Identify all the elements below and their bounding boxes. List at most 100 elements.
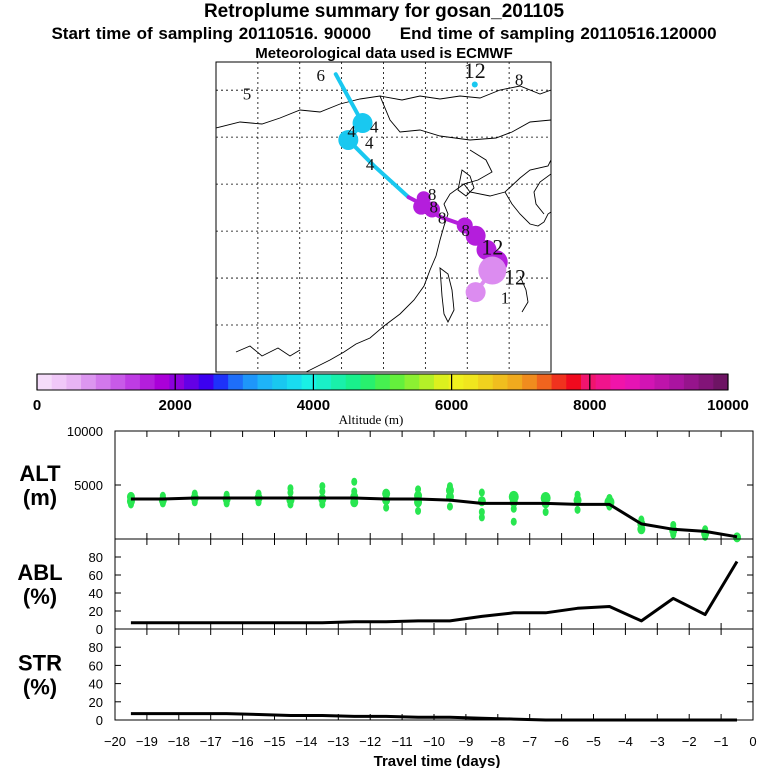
altitude-colorbar: 0 2000 4000 6000 8000 10000	[33, 373, 749, 414]
x-tick-label: −5	[586, 734, 601, 749]
altitude-dot	[478, 488, 485, 497]
colorbar-swatch	[610, 374, 626, 390]
series-line-alt	[130, 496, 738, 539]
x-tick-label: −19	[136, 734, 158, 749]
series-line-abl	[130, 560, 739, 625]
panel-label: STR	[18, 651, 62, 676]
x-tick-label: −2	[682, 734, 697, 749]
y-tick-label: 80	[89, 550, 103, 565]
altitude-dot	[191, 489, 198, 498]
altitude-dot	[127, 500, 134, 509]
x-tick-label: −14	[295, 734, 317, 749]
plume-time-label: 4	[370, 117, 379, 136]
plume-time-label: 8	[461, 221, 470, 240]
x-tick-label: −6	[554, 734, 569, 749]
plume-segment	[371, 163, 411, 200]
y-tick-label: 20	[89, 604, 103, 619]
x-tick-label: −1	[714, 734, 729, 749]
time-series-panels: 100005000ALT(m)020406080ABL(%)020406080S…	[17, 424, 756, 749]
altitude-dot	[223, 499, 230, 508]
plume-time-label: 8	[430, 197, 439, 216]
altitude-dot	[415, 485, 422, 494]
plume-time-label: 5	[243, 85, 252, 104]
panel-str: 0 20 40 60 80 STR(%)	[18, 628, 754, 728]
series-line-str	[130, 712, 737, 722]
panel-frame	[114, 538, 754, 630]
y-tick-label: 0	[96, 713, 103, 728]
colorbar-swatch	[95, 374, 111, 390]
colorbar-swatch	[625, 374, 641, 390]
colorbar-swatch	[228, 374, 244, 390]
altitude-dot	[637, 524, 646, 535]
plume-time-label: 4	[366, 155, 375, 174]
altitude-dot	[670, 530, 677, 539]
altitude-dot	[446, 502, 453, 511]
colorbar-swatch	[683, 374, 699, 390]
colorbar-swatch	[110, 374, 126, 390]
colorbar-swatch	[375, 374, 391, 390]
chart-title: Retroplume summary for gosan_201105	[203, 1, 565, 22]
y-tick-label: 60	[89, 568, 103, 583]
altitude-dot	[542, 508, 549, 516]
colorbar-swatch	[580, 374, 597, 390]
colorbar-swatch	[404, 374, 420, 390]
plume-time-label: 12	[504, 265, 526, 290]
altitude-dot	[478, 513, 485, 522]
colorbar-swatch	[639, 374, 655, 390]
altitude-dot	[510, 504, 517, 513]
plume-time-label: 8	[428, 185, 437, 204]
plume-time-label: 4	[365, 133, 374, 152]
altitude-dot	[733, 532, 742, 543]
colorbar-swatch	[37, 374, 53, 390]
altitude-dot	[383, 503, 390, 512]
colorbar-swatch	[507, 374, 523, 390]
panel-label: (%)	[23, 675, 57, 700]
plume-point	[352, 113, 373, 134]
colorbar-swatch	[698, 374, 714, 390]
y-tick-label: 5000	[74, 478, 103, 493]
plume-time-label: 12	[481, 235, 503, 260]
colorbar-swatch	[448, 374, 464, 390]
colorbar-swatch	[551, 374, 567, 390]
altitude-dot	[287, 484, 294, 493]
plume-point	[478, 256, 507, 285]
altitude-dot	[319, 482, 326, 491]
plume-time-label: 1	[501, 288, 510, 307]
altitude-dot	[446, 482, 453, 491]
x-tick-label: −3	[650, 734, 665, 749]
plume-point	[413, 198, 430, 215]
x-tick-label: 0	[749, 734, 756, 749]
colorbar-swatch	[139, 374, 156, 390]
colorbar-swatch	[286, 374, 303, 390]
x-tick-label: −10	[423, 734, 445, 749]
altitude-dot	[670, 520, 677, 529]
map-gridlines	[216, 62, 551, 372]
y-tick-label: 40	[89, 677, 103, 692]
colorbar-swatch	[669, 374, 685, 390]
colorbar-swatch	[492, 374, 508, 390]
y-tick-label: 40	[89, 586, 103, 601]
colorbar-swatch	[595, 374, 611, 390]
altitude-dot	[255, 498, 262, 507]
colorbar-swatch	[169, 374, 185, 390]
colorbar-swatch	[272, 374, 288, 390]
panel-abl: 0 20 40 60 80 ABL(%)	[17, 538, 754, 637]
plume-time-label: 8	[438, 209, 447, 228]
colorbar-swatch	[184, 374, 200, 390]
plume-point	[465, 282, 486, 303]
plume-time-label: 8	[515, 70, 524, 89]
sampling-times: Start time of sampling 20110516. 90000 E…	[51, 24, 717, 43]
colorbar-swatch	[389, 374, 405, 390]
colorbar-swatch	[66, 374, 82, 390]
altitude-dot	[510, 517, 517, 526]
altitude-dot	[574, 505, 581, 514]
altitude-dot	[606, 493, 613, 502]
panel-frame	[114, 628, 754, 721]
panel-frame	[114, 430, 754, 540]
x-tick-label: −16	[232, 734, 254, 749]
map-coastlines	[216, 85, 551, 372]
panel-label: ALT	[19, 461, 61, 486]
altitude-dot	[255, 489, 262, 498]
